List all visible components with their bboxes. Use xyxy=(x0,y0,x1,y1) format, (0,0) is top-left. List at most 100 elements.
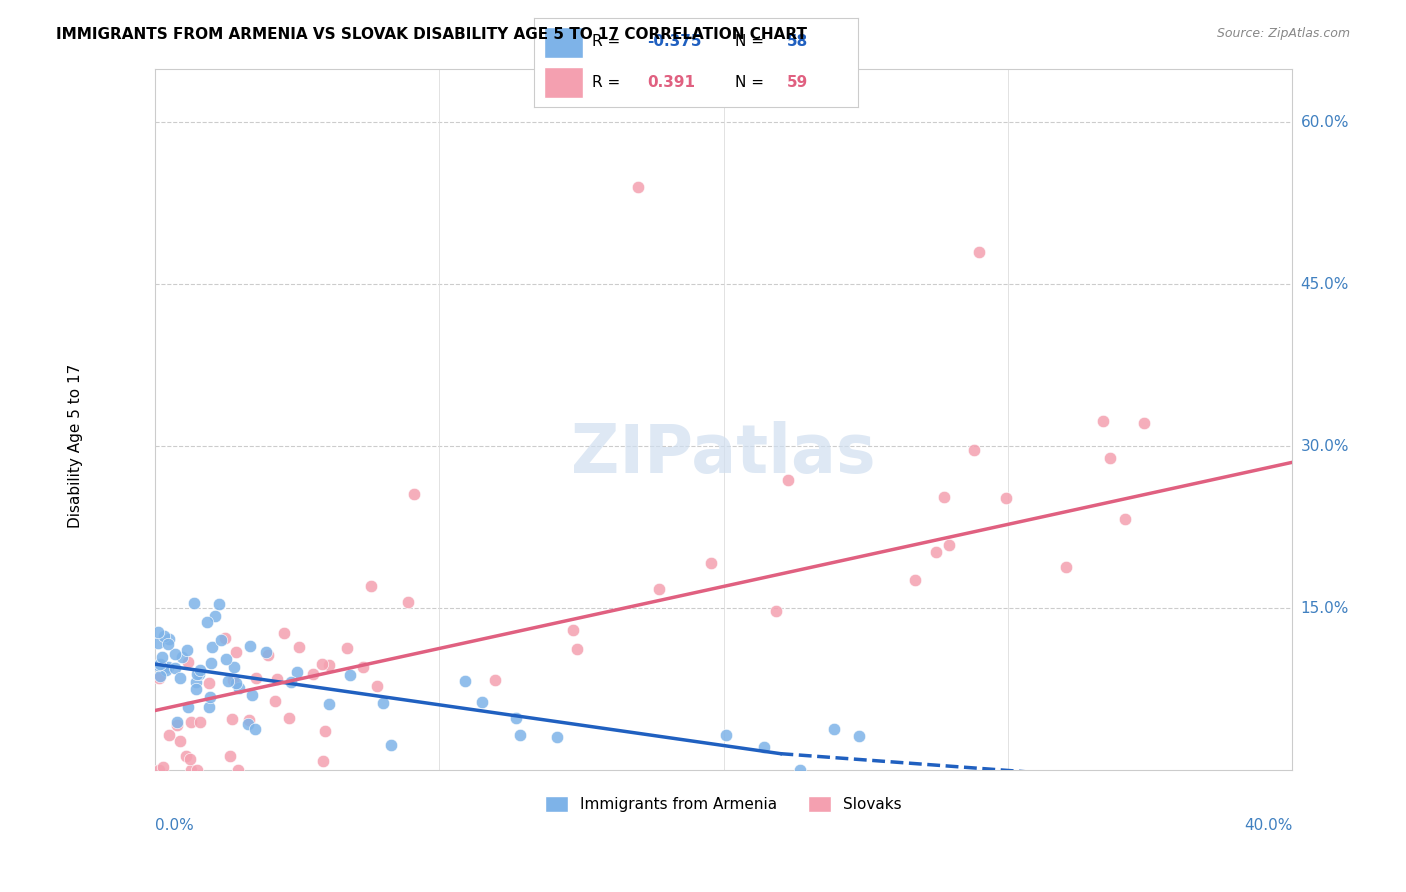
Point xyxy=(484,673,506,687)
Point xyxy=(1132,417,1154,431)
Point xyxy=(263,694,285,708)
Point xyxy=(311,657,333,671)
Text: R =: R = xyxy=(592,35,626,49)
Point xyxy=(245,722,267,736)
Point xyxy=(146,657,169,672)
Point xyxy=(152,760,174,774)
Point xyxy=(285,665,308,680)
Bar xyxy=(544,67,583,98)
Point xyxy=(183,596,205,610)
Point xyxy=(166,715,188,730)
Point xyxy=(716,728,738,742)
Point xyxy=(339,668,361,682)
Point xyxy=(156,637,179,651)
Point xyxy=(273,626,295,640)
Point xyxy=(176,642,198,657)
Point xyxy=(648,582,671,597)
Point xyxy=(245,671,267,685)
Text: 58: 58 xyxy=(786,35,808,49)
Point xyxy=(700,556,723,570)
Text: 45.0%: 45.0% xyxy=(1301,277,1348,292)
Point xyxy=(215,652,238,666)
Point xyxy=(169,671,191,685)
Point xyxy=(169,733,191,747)
Text: 30.0%: 30.0% xyxy=(1301,439,1350,454)
Point xyxy=(509,728,531,742)
Point xyxy=(190,714,212,729)
Text: 40.0%: 40.0% xyxy=(1244,818,1292,833)
Point xyxy=(627,180,650,194)
Point xyxy=(257,648,280,663)
Point xyxy=(752,739,775,754)
Point xyxy=(198,675,221,690)
Point xyxy=(848,730,870,744)
Point xyxy=(209,633,232,648)
Point xyxy=(184,681,207,696)
Point xyxy=(228,681,250,695)
Text: 0.391: 0.391 xyxy=(647,75,696,89)
Point xyxy=(222,660,245,674)
Text: ZIPatlas: ZIPatlas xyxy=(571,421,876,487)
Point xyxy=(157,729,180,743)
Point xyxy=(148,671,170,685)
Text: Disability Age 5 to 17: Disability Age 5 to 17 xyxy=(67,364,83,528)
Point xyxy=(360,579,382,593)
Point xyxy=(177,656,200,670)
Point xyxy=(266,672,288,686)
Point xyxy=(1114,512,1136,526)
Point xyxy=(222,673,245,687)
Point xyxy=(1092,414,1115,428)
Point xyxy=(217,674,239,689)
Point xyxy=(1098,450,1121,465)
Point xyxy=(188,666,211,681)
Point xyxy=(238,713,260,727)
Point xyxy=(352,660,374,674)
Text: R =: R = xyxy=(592,75,630,89)
Point xyxy=(204,609,226,624)
Point xyxy=(277,711,299,725)
Point xyxy=(396,595,419,609)
Point xyxy=(180,763,202,777)
Point xyxy=(218,749,240,764)
Point xyxy=(240,688,263,702)
Point xyxy=(180,715,202,730)
Point xyxy=(789,763,811,777)
Point xyxy=(995,491,1018,505)
Text: 0.0%: 0.0% xyxy=(155,818,194,833)
Point xyxy=(156,659,179,673)
Point xyxy=(198,700,221,714)
Point xyxy=(186,666,208,681)
Text: Source: ZipAtlas.com: Source: ZipAtlas.com xyxy=(1216,27,1350,40)
Point xyxy=(505,711,527,725)
Point xyxy=(208,597,231,611)
Point xyxy=(179,752,201,766)
Point xyxy=(188,663,211,677)
Legend: Immigrants from Armenia, Slovaks: Immigrants from Armenia, Slovaks xyxy=(538,790,908,818)
Point xyxy=(174,748,197,763)
Point xyxy=(454,673,477,688)
Point xyxy=(148,763,170,777)
Point xyxy=(366,679,388,693)
Point xyxy=(318,658,340,673)
Point xyxy=(934,490,956,504)
Point xyxy=(163,661,186,675)
Point xyxy=(765,604,787,618)
Point xyxy=(380,738,402,752)
Text: 60.0%: 60.0% xyxy=(1301,115,1350,130)
Point xyxy=(565,641,588,656)
Point xyxy=(165,647,187,661)
Point xyxy=(371,696,394,710)
Point xyxy=(776,474,799,488)
Point xyxy=(561,624,583,638)
Point xyxy=(225,675,247,690)
Point xyxy=(314,724,336,739)
Text: 15.0%: 15.0% xyxy=(1301,600,1348,615)
Point xyxy=(254,645,277,659)
Point xyxy=(221,712,243,726)
Point xyxy=(404,487,426,501)
Point xyxy=(152,629,174,643)
Point xyxy=(318,697,340,711)
Point xyxy=(200,656,222,670)
Point xyxy=(184,674,207,689)
Point xyxy=(214,631,236,645)
